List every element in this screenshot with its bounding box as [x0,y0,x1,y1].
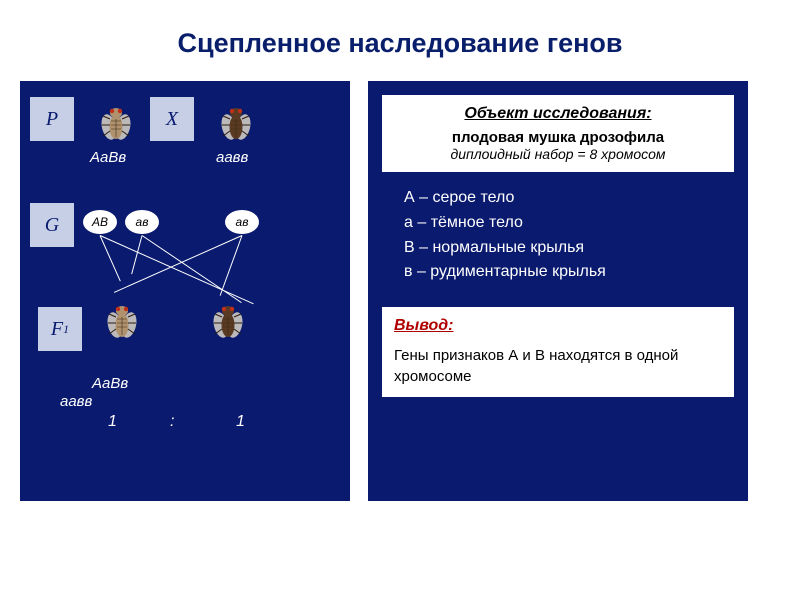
fly-parent-dark [216,99,256,143]
label-g: G [30,203,74,247]
gamete: АВ [82,209,118,235]
fly-f1-dark [208,297,248,341]
conclusion-box: Вывод: Гены признаков А и В находятся в … [382,307,734,397]
genotype-f1b: аавв [60,393,92,410]
content-row: P X G F1 АаВв [0,81,800,501]
genotype-p1: АаВв [90,149,126,166]
page-title: Сцепленное наследование генов [0,0,800,59]
research-box: Объект исследования: плодовая мушка дроз… [382,95,734,172]
research-subject: плодовая мушка дрозофила [390,129,726,146]
label-p: P [30,97,74,141]
conclusion-heading: Вывод: [394,317,722,335]
research-chromosomes: диплоидный набор = 8 хромосом [390,146,726,162]
ratio-left: 1 [108,413,117,431]
label-x: X [150,97,194,141]
label-f1: F1 [38,307,82,351]
gamete: ав [124,209,160,235]
genotype-p2: аавв [216,149,248,166]
conclusion-text: Гены признаков А и В находятся в одной х… [394,345,722,387]
legend-line: а – тёмное тело [404,211,734,236]
gamete: ав [224,209,260,235]
allele-legend: А – серое тело а – тёмное тело В – норма… [382,186,734,285]
cross-diagram-panel: P X G F1 АаВв [20,81,350,501]
genotype-f1a: АаВв [92,375,128,392]
fly-f1-gray [102,297,142,341]
ratio-sep: : [170,413,174,431]
info-panel: Объект исследования: плодовая мушка дроз… [368,81,748,501]
legend-line: А – серое тело [404,186,734,211]
research-heading: Объект исследования: [390,105,726,123]
legend-line: В – нормальные крылья [404,236,734,261]
ratio-right: 1 [236,413,245,431]
legend-line: в – рудиментарные крылья [404,260,734,285]
fly-parent-gray [96,99,136,143]
